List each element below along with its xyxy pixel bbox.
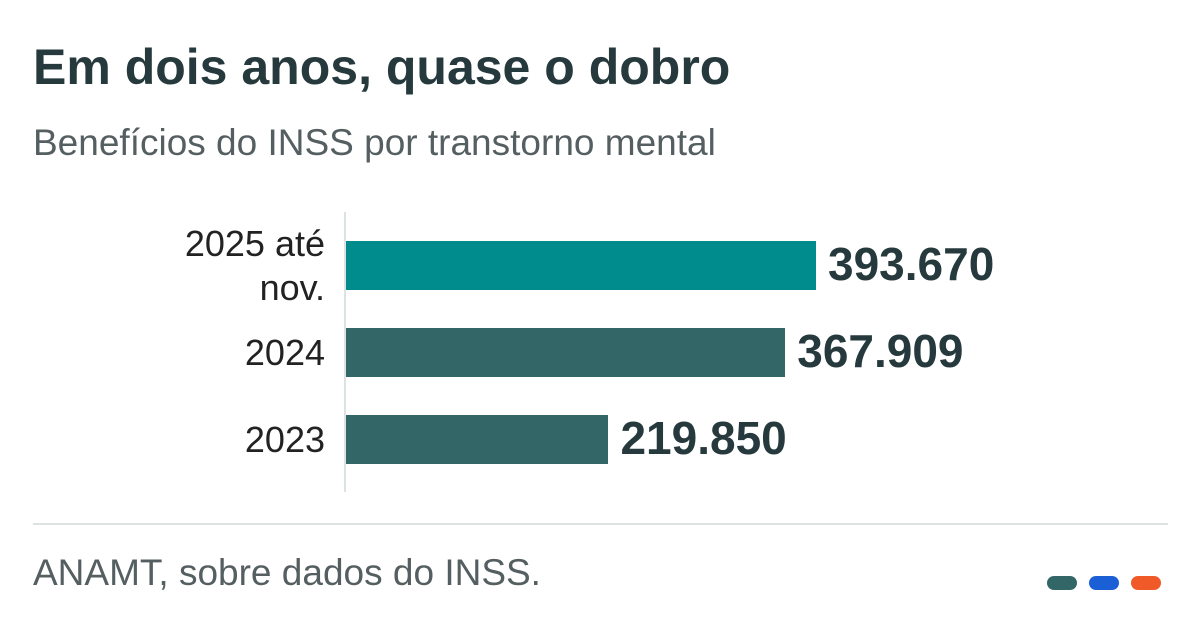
bar (346, 328, 786, 377)
category-label: 2025 até nov. (184, 222, 325, 308)
value-label: 393.670 (828, 237, 995, 290)
value-label: 219.850 (620, 411, 787, 464)
source: ANAMT, sobre dados do INSS. (33, 552, 541, 593)
chart-title: Em dois anos, quase o dobro (33, 39, 731, 95)
category-label: 2024 (244, 331, 325, 373)
category-label: 2023 (244, 418, 325, 460)
logo-dot (1131, 576, 1161, 590)
axis-line (344, 212, 346, 492)
logo-dot (1089, 576, 1119, 590)
value-label: 367.909 (797, 324, 964, 377)
bar (346, 415, 609, 464)
chart-subtitle: Benefícios do INSS por transtorno mental (33, 122, 716, 163)
logo-dot (1047, 576, 1077, 590)
bar (346, 241, 816, 290)
separator (33, 523, 1168, 525)
